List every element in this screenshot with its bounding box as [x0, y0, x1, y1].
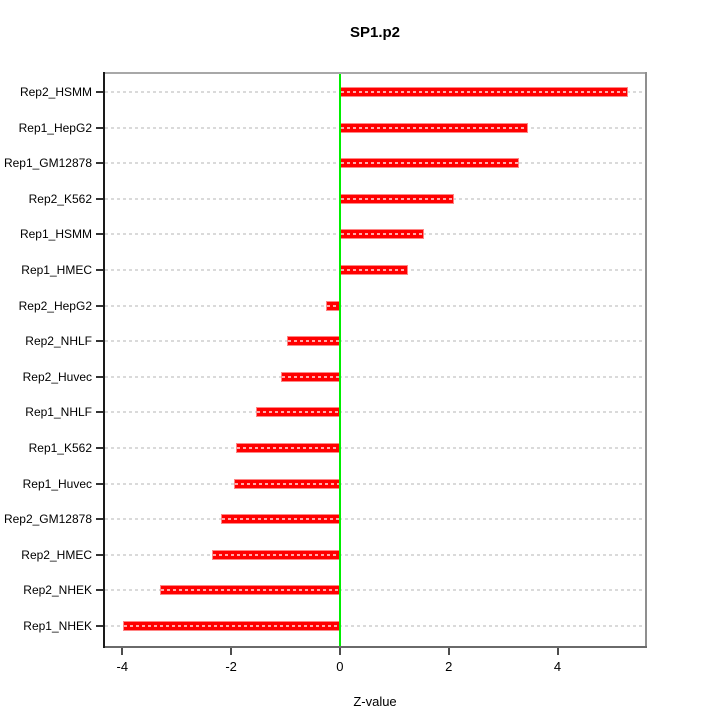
bar-inner-dash [161, 589, 339, 592]
bar-inner-dash [326, 304, 339, 307]
bar [339, 193, 455, 204]
bar-inner-dash [213, 553, 339, 556]
y-tick-label: Rep2_GM12878 [3, 512, 92, 527]
bar-inner-dash [340, 126, 527, 129]
bar [339, 158, 520, 169]
bar [339, 87, 629, 97]
bar-inner-dash [235, 482, 339, 485]
y-axis-tick [96, 589, 103, 592]
y-axis-tick [96, 269, 103, 271]
y-tick-label: Rep2_HMEC [21, 547, 92, 562]
y-axis-tick [96, 162, 103, 165]
y-axis-tick [96, 553, 103, 556]
y-tick-label: Rep1_HSMM [19, 227, 92, 242]
y-axis-tick [96, 304, 103, 307]
y-axis-tick [96, 375, 103, 378]
grid-line [105, 411, 645, 414]
y-axis-tick [96, 518, 103, 521]
y-axis-tick [96, 447, 103, 449]
grid-line [105, 482, 645, 485]
y-axis-tick [96, 197, 103, 200]
y-axis-tick [96, 411, 103, 414]
y-tick-label: Rep2_HSMM [19, 85, 92, 99]
y-tick-label: Rep1_GM12878 [3, 156, 92, 171]
plot-border-left [103, 72, 105, 648]
bar [212, 549, 340, 560]
x-axis-tick [447, 648, 450, 655]
zero-line [338, 74, 341, 646]
y-axis-tick [96, 340, 103, 343]
bar [221, 514, 340, 525]
y-axis-tick [96, 233, 103, 236]
bar [236, 443, 340, 453]
y-tick-label: Rep2_NHEK [23, 583, 92, 598]
x-axis-tick [556, 648, 559, 655]
y-tick-label: Rep1_K562 [28, 441, 92, 455]
bar-inner-dash [340, 233, 424, 236]
y-tick-label: Rep2_NHLF [25, 334, 92, 349]
y-axis-tick [96, 126, 103, 129]
bar [339, 122, 528, 133]
y-tick-label: Rep1_NHLF [25, 405, 92, 420]
y-tick-label: Rep2_HepG2 [18, 298, 92, 313]
plot-border-bottom [103, 646, 647, 648]
y-axis-tick [96, 482, 103, 485]
plot-border-top [103, 72, 647, 74]
y-tick-label: Rep2_Huvec [22, 369, 92, 384]
bar-inner-dash [281, 375, 339, 378]
chart-title: SP1.p2 [349, 24, 401, 41]
bar [123, 621, 340, 631]
y-tick-label: Rep1_HepG2 [18, 120, 92, 135]
y-tick-label: Rep2_K562 [28, 191, 92, 206]
x-tick-label: 4 [553, 659, 562, 674]
x-axis-tick [121, 648, 124, 655]
bar [234, 478, 340, 489]
grid-line [105, 304, 645, 307]
bar [286, 336, 340, 347]
x-tick-label: -4 [116, 659, 129, 674]
y-axis-tick [96, 91, 103, 93]
bar [280, 371, 340, 382]
bar-inner-dash [340, 197, 454, 200]
y-axis-tick [96, 625, 103, 627]
grid-line [105, 518, 645, 521]
bar-inner-dash [340, 162, 519, 165]
x-axis-title: Z-value [353, 694, 397, 709]
grid-line [105, 553, 645, 556]
x-tick-label: -2 [225, 659, 237, 674]
bar-inner-dash [340, 269, 407, 271]
x-tick-label: 2 [445, 659, 453, 674]
bar-inner-dash [257, 411, 339, 414]
x-axis-tick [338, 648, 341, 655]
plot-border-right [645, 72, 647, 648]
bar-inner-dash [340, 91, 628, 93]
y-tick-label: Rep1_NHEK [23, 619, 92, 633]
grid-line [105, 447, 645, 449]
bar [256, 407, 340, 418]
grid-line [105, 625, 645, 627]
y-tick-label: Rep1_Huvec [22, 476, 92, 491]
plot-area [103, 72, 647, 648]
grid-line [105, 589, 645, 592]
bar [339, 265, 408, 275]
grid-line [105, 340, 645, 343]
bar [325, 300, 340, 311]
bar [339, 229, 425, 240]
bar-inner-dash [287, 340, 339, 343]
y-tick-label: Rep1_HMEC [21, 263, 92, 277]
x-tick-label: 0 [336, 659, 344, 674]
bar-inner-dash [222, 518, 339, 521]
x-axis-tick [230, 648, 233, 655]
grid-line [105, 375, 645, 378]
bar-inner-dash [237, 447, 339, 449]
bar [160, 585, 340, 596]
bar-inner-dash [124, 625, 339, 627]
